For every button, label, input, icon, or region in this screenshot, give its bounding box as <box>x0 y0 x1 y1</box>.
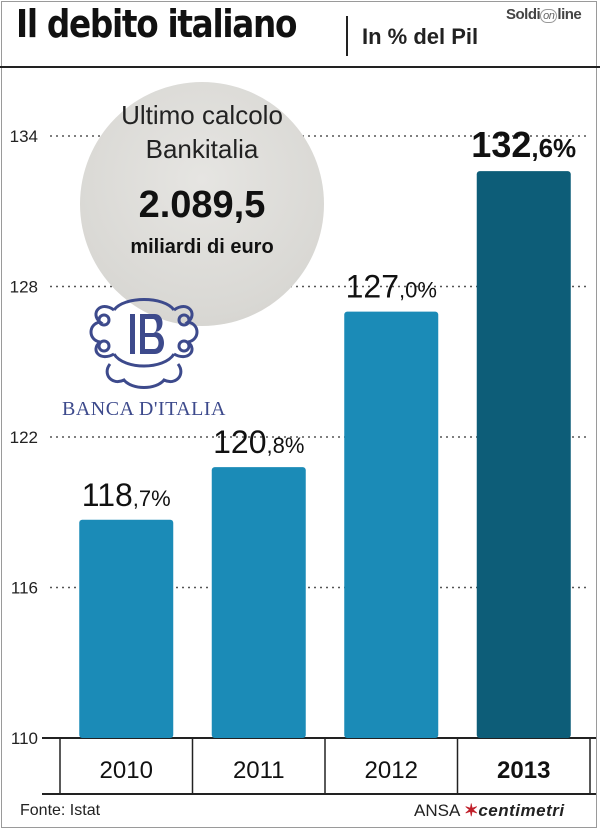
soldionline-logo: Soldi on line <box>506 6 582 23</box>
bar <box>211 467 306 738</box>
bar-value-label: 120,8% <box>213 424 304 460</box>
logo-text-left: Soldi <box>506 6 541 23</box>
x-tick-label: 2010 <box>100 757 153 784</box>
ansa-credit: ANSA ✶centimetri <box>414 801 565 821</box>
bar <box>79 519 174 738</box>
chart-subtitle: In % del Pil <box>362 24 479 49</box>
callout-value: 2.089,5 <box>138 184 266 226</box>
x-tick-label: 2011 <box>233 757 285 784</box>
bar-value-integer: 132 <box>471 124 531 165</box>
banca-italia-emblem-icon <box>89 298 199 389</box>
bar-value-decimal: ,8% <box>266 433 304 458</box>
banca-italia-logo: BANCA D'ITALIA <box>60 290 228 426</box>
bar-value-integer: 120 <box>213 424 266 460</box>
callout-line-1: Ultimo calcolo <box>121 100 283 130</box>
chart-title: Il debito italiano <box>16 2 297 46</box>
x-tick-label: 2012 <box>365 757 418 784</box>
bar-value-integer: 118 <box>82 477 133 513</box>
bar <box>344 311 439 738</box>
bar-value-integer: 127 <box>346 269 399 305</box>
y-tick-label: 122 <box>10 428 38 447</box>
title-separator <box>346 16 348 56</box>
agency-product: centimetri <box>478 801 565 820</box>
logo-text-right: line <box>557 6 582 23</box>
y-tick-label: 110 <box>11 729 38 748</box>
bankitalia-callout: Ultimo calcolo Bankitalia 2.089,5 miliar… <box>80 82 324 326</box>
ansa-star-icon: ✶ <box>464 801 479 820</box>
source-note: Fonte: Istat <box>20 802 101 819</box>
bar-value-label: 118,7% <box>82 477 171 513</box>
bar-value-decimal: ,6% <box>531 133 576 163</box>
bar-value-label: 127,0% <box>346 269 437 305</box>
logo-text-mark: on <box>540 9 558 23</box>
y-tick-label: 128 <box>10 278 38 297</box>
bar-value-decimal: ,7% <box>133 486 171 511</box>
callout-unit: miliardi di euro <box>130 236 274 258</box>
bar-value-decimal: ,0% <box>399 278 437 303</box>
x-tick-label: 2013 <box>497 757 550 784</box>
callout-line-2: Bankitalia <box>145 134 259 164</box>
y-tick-label: 116 <box>11 579 38 598</box>
y-tick-label: 134 <box>10 127 38 146</box>
bar <box>476 171 571 738</box>
agency-name: ANSA <box>414 801 460 820</box>
banca-italia-text: BANCA D'ITALIA <box>62 398 226 420</box>
header-rule <box>0 66 600 68</box>
bar-value-label: 132,6% <box>471 124 576 165</box>
